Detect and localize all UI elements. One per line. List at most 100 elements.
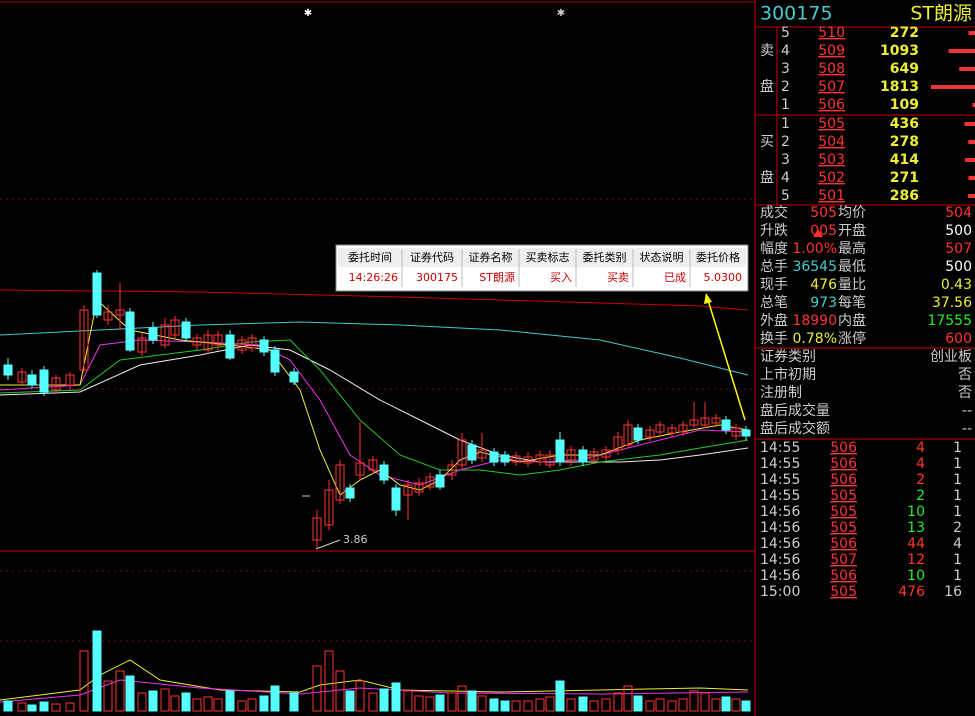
stat-label: 均价 [838, 205, 866, 221]
volume-bar [345, 690, 355, 712]
price: 502 [818, 170, 845, 186]
volume: 272 [890, 25, 919, 41]
candle-body [467, 444, 477, 461]
volume-bar [489, 698, 499, 712]
candle-body [125, 311, 135, 351]
ma-line [0, 289, 749, 311]
candle-body [523, 456, 533, 464]
info-value: 创业板 [930, 349, 972, 365]
candle-body [678, 424, 688, 433]
stock-name: ST朗源 [910, 3, 972, 25]
tick-count: 1 [953, 568, 962, 584]
level: 5 [781, 188, 790, 204]
volume-bar [435, 694, 445, 712]
volume-bar [689, 690, 699, 712]
volume-bar [645, 700, 655, 712]
candle-body [79, 309, 89, 371]
volume: 109 [890, 97, 919, 113]
volume-bar [613, 692, 623, 712]
level: 1 [781, 116, 790, 132]
candle-body [3, 364, 13, 376]
volume-bar [511, 700, 521, 712]
side-label: 盘 [760, 78, 774, 95]
candle-body [345, 487, 355, 499]
volume-bar [948, 49, 975, 53]
volume-bar [447, 692, 457, 712]
stat-label: 升跌 [760, 223, 788, 239]
volume-bar [160, 688, 170, 712]
price: 504 [818, 134, 845, 150]
candle-body [601, 449, 611, 458]
popup-header: 委托时间 [348, 250, 392, 264]
tick-time: 14:55 [760, 472, 800, 488]
tick-volume: 13 [907, 520, 925, 536]
candle-body [270, 349, 280, 373]
volume-bar [17, 702, 27, 712]
tick-volume: 476 [898, 584, 925, 600]
candle-body [511, 455, 521, 463]
side-label: 盘 [760, 169, 774, 186]
tick-volume: 2 [916, 488, 925, 504]
candle-body [39, 369, 49, 393]
price: 510 [818, 25, 845, 41]
price: 505 [818, 116, 845, 132]
popup-cell: 已成 [664, 271, 686, 284]
volume-bar [731, 698, 741, 712]
stat-value: 005 [810, 223, 837, 239]
info-value: -- [962, 403, 972, 419]
stat-value: 973 [810, 295, 837, 311]
candle-body [27, 374, 37, 386]
stock-code: 300175 [760, 3, 833, 25]
popup-cell: 14:26:26 [349, 271, 398, 284]
candle-body [645, 429, 655, 438]
popup-cell: 5.0300 [704, 271, 743, 284]
tick-volume: 44 [907, 536, 925, 552]
stat-label: 换手 [760, 330, 788, 347]
side-label: 买 [760, 134, 774, 150]
stat-value: 600 [945, 331, 972, 347]
volume-bar [477, 695, 487, 712]
ma-line [0, 339, 749, 486]
info-value: -- [962, 421, 972, 437]
candle-body [213, 334, 223, 346]
level: 3 [781, 61, 790, 77]
tick-price: 506 [830, 568, 857, 584]
volume-bar [335, 670, 345, 712]
candle-body [566, 449, 576, 461]
candle-body [192, 337, 202, 346]
candle-body [225, 334, 235, 359]
tick-price: 506 [830, 440, 857, 456]
vol-ma [0, 659, 749, 701]
volume-bar [741, 700, 751, 712]
popup-cell: 买入 [550, 271, 572, 284]
tick-time: 14:56 [760, 504, 800, 520]
candle-body [368, 459, 378, 471]
stat-label: 外盘 [760, 312, 788, 329]
price: 501 [818, 188, 845, 204]
level: 2 [781, 134, 790, 150]
stat-value: 504 [945, 205, 972, 221]
candle-body [489, 451, 499, 463]
volume-bar [3, 700, 13, 712]
candle-body [335, 464, 345, 501]
volume-bar [27, 704, 37, 712]
arrow-head [704, 293, 712, 304]
candle-body [535, 454, 545, 463]
candle-body [403, 484, 413, 496]
volume-bar [137, 692, 147, 712]
stat-label: 开盘 [838, 222, 866, 239]
volume-bar [667, 700, 677, 712]
stat-label: 现手 [760, 277, 788, 293]
volume-bar [972, 103, 975, 107]
tick-time: 14:55 [760, 456, 800, 472]
volume: 1813 [880, 79, 919, 95]
stat-value: 1.00% [793, 241, 837, 257]
candle-body [259, 339, 269, 353]
volume-bar [379, 688, 389, 712]
tick-time: 14:55 [760, 488, 800, 504]
tick-time: 14:56 [760, 520, 800, 536]
tick-price: 505 [830, 488, 857, 504]
candle-body [731, 427, 741, 437]
volume: 1093 [880, 43, 919, 59]
